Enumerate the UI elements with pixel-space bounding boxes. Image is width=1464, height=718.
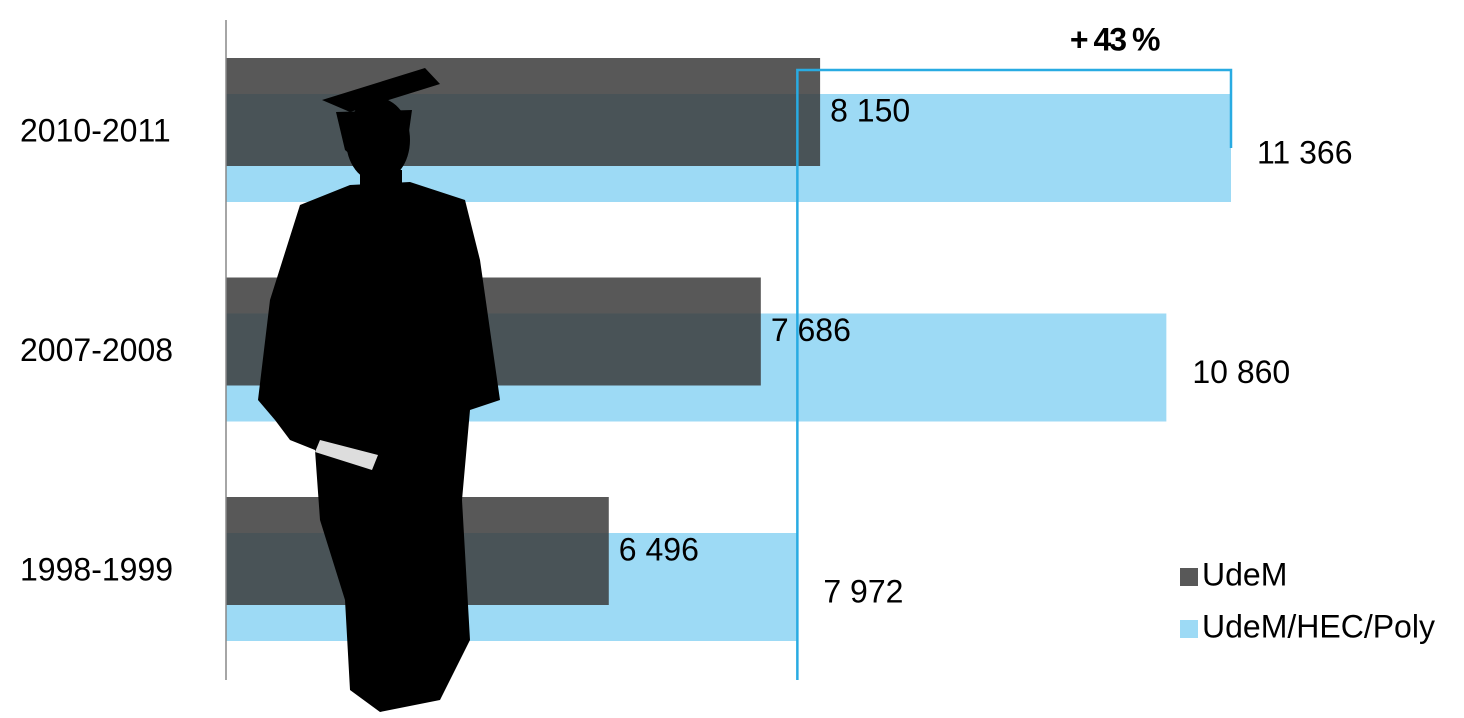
legend-swatch xyxy=(1180,620,1198,638)
category-label: 2010-2011 xyxy=(20,112,171,148)
growth-bracket xyxy=(796,68,1233,680)
overlay: 2010-2011 8 150 11 366 2007-2008 7 686 10 860… xyxy=(20,20,1435,680)
value-label: 10 860 xyxy=(1192,354,1290,390)
legend-label: UdeM xyxy=(1202,556,1287,592)
category-label: 1998-1999 xyxy=(20,551,173,587)
legend-swatch xyxy=(1180,568,1198,586)
value-label: 7 686 xyxy=(771,312,851,348)
graduate-silhouette xyxy=(258,68,500,712)
value-label: 6 496 xyxy=(619,531,699,567)
annotation: + 43 % xyxy=(1070,21,1160,57)
legend-label: UdeM/HEC/Poly xyxy=(1202,608,1435,644)
value-label: 8 150 xyxy=(830,92,910,128)
category-label: 2007-2008 xyxy=(20,332,173,368)
value-label: 11 366 xyxy=(1257,134,1353,170)
value-label: 7 972 xyxy=(823,573,903,609)
bar xyxy=(226,58,821,166)
